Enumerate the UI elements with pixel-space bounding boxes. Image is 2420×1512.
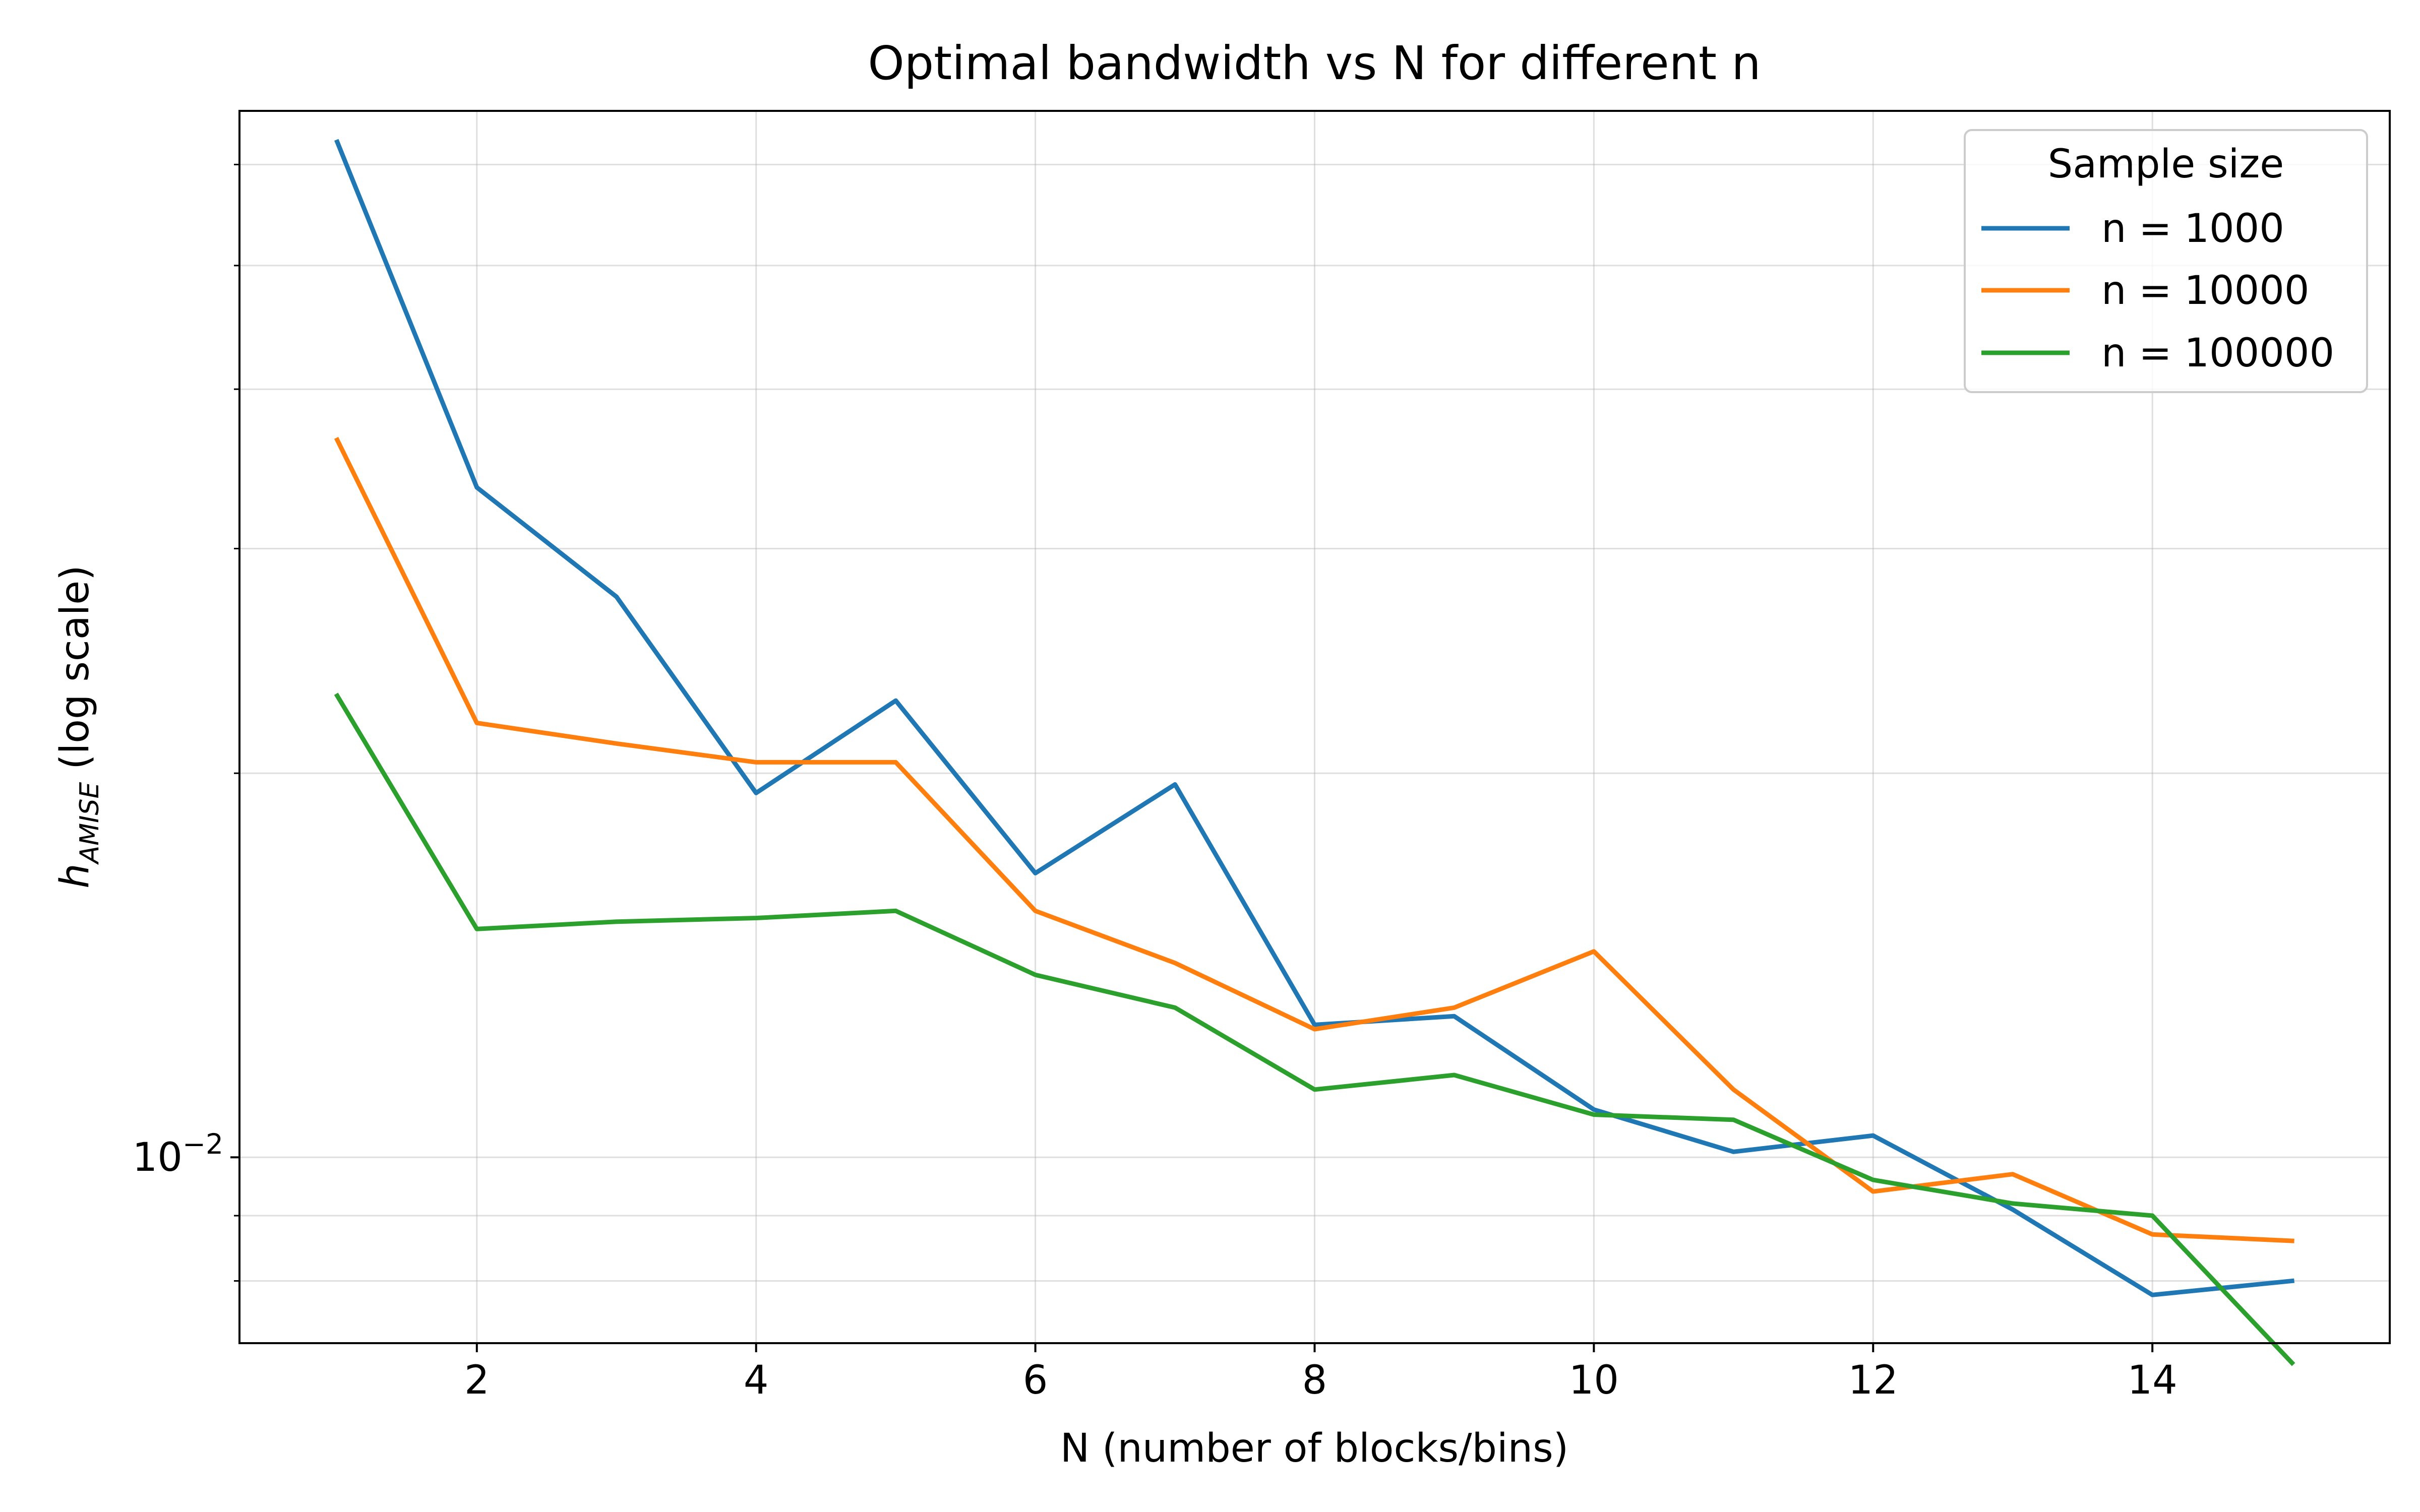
x-tick-label: 4 bbox=[744, 1358, 769, 1403]
legend-box bbox=[1964, 129, 2368, 393]
x-tick-label: 12 bbox=[1848, 1358, 1898, 1403]
x-tick-label: 6 bbox=[1023, 1358, 1048, 1403]
y-axis-label-suffix: (log scale) bbox=[52, 565, 98, 782]
x-axis-label: N (number of blocks/bins) bbox=[1060, 1426, 1568, 1471]
y-tick-label: 10−2 bbox=[133, 1128, 223, 1180]
legend-title: Sample size bbox=[2048, 142, 2284, 187]
series-line-n-1000 bbox=[334, 139, 2295, 1297]
x-tick-label: 8 bbox=[1302, 1358, 1327, 1403]
x-tick-label: 2 bbox=[464, 1358, 490, 1403]
series-line-n-10000 bbox=[334, 436, 2294, 1243]
series-layer bbox=[334, 139, 2295, 1366]
legend-label-n-10000: n = 10000 bbox=[2101, 268, 2310, 313]
legend-label-n-1000: n = 1000 bbox=[2101, 206, 2284, 251]
chart-title: Optimal bandwidth vs N for different n bbox=[868, 36, 1761, 90]
series-line-n-100000 bbox=[334, 692, 2295, 1366]
legend: Sample size n = 1000 n = 10000 n = 10000… bbox=[1964, 129, 2368, 393]
y-axis: 10−2 bbox=[133, 163, 239, 1282]
y-axis-label: hAMISE (log scale) bbox=[52, 565, 105, 888]
x-axis: 2 4 6 8 10 12 14 bbox=[464, 1343, 2177, 1403]
y-axis-label-base: h bbox=[52, 863, 98, 888]
x-tick-label: 10 bbox=[1569, 1358, 1619, 1403]
legend-label-n-100000: n = 100000 bbox=[2101, 331, 2334, 376]
x-tick-label: 14 bbox=[2128, 1358, 2177, 1403]
y-axis-label-subscript: AMISE bbox=[75, 782, 105, 865]
